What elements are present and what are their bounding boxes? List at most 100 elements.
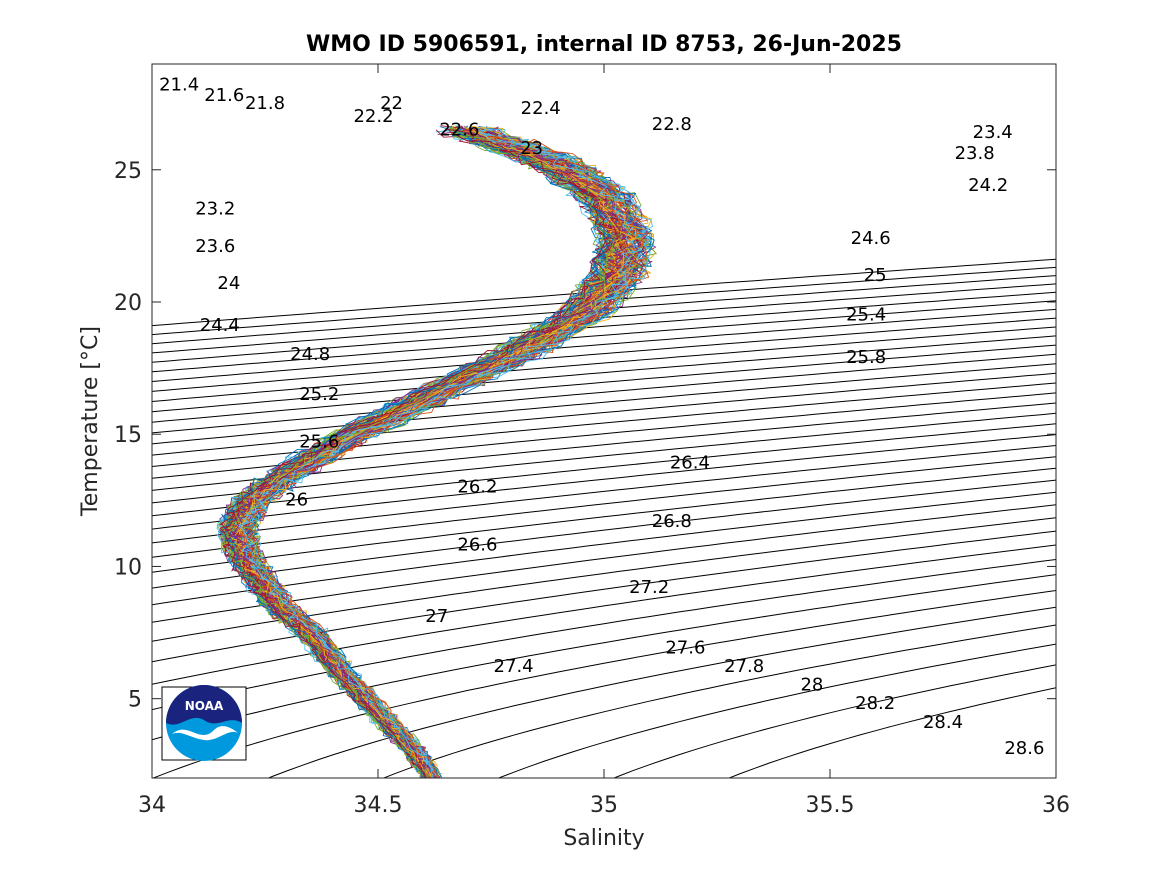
- isopycnal-label: 22.6: [439, 119, 479, 140]
- profile-line: [227, 132, 626, 776]
- profile-line: [225, 125, 626, 778]
- isopycnal-line: [152, 544, 1056, 685]
- isopycnal-label: 27.2: [629, 577, 669, 598]
- isopycnal-label: 23.6: [195, 236, 235, 257]
- profile-line: [234, 127, 639, 778]
- profile-line: [232, 132, 630, 775]
- isopycnal-label: 21.4: [159, 74, 199, 95]
- isopycnal-line: [152, 590, 1056, 778]
- isopycnal-line: [152, 479, 1056, 589]
- profile-line: [238, 132, 641, 778]
- isopycnal-label: 26.4: [670, 453, 710, 474]
- isopycnal-label: 23.8: [955, 143, 995, 164]
- plot-frame: [151, 63, 1057, 779]
- y-tick-label: 20: [114, 291, 142, 316]
- isopycnal-line: [152, 353, 1056, 434]
- x-axis: 34 34.5 35 35.5 36: [138, 64, 1070, 818]
- profile-line: [220, 128, 616, 778]
- isopycnal-label: 27.6: [665, 638, 705, 659]
- profile-line: [233, 127, 633, 778]
- isopycnal-line: [267, 606, 1056, 778]
- isopycnal-label: 21.6: [204, 85, 244, 106]
- profile-line: [230, 131, 629, 778]
- isopycnal-label: 24.8: [290, 344, 330, 365]
- isopycnal-line: [152, 423, 1056, 517]
- logo-text: NOAA: [185, 699, 224, 713]
- profile-line: [228, 125, 631, 777]
- isopycnal-line: [152, 574, 1056, 741]
- profile-line: [228, 126, 628, 777]
- profile-line: [230, 130, 629, 778]
- x-tick-label: 34: [138, 793, 166, 818]
- isopycnal-line: [152, 504, 1056, 623]
- profile-line: [228, 129, 623, 775]
- isopycnal-line: [152, 434, 1056, 530]
- isopycnal-label: 27.8: [724, 656, 764, 677]
- isopycnal-label: 25.6: [299, 431, 339, 452]
- profile-line: [232, 128, 628, 778]
- isopycnal-line: [152, 559, 1056, 711]
- isopycnal-line: [152, 283, 1056, 354]
- chart-title: WMO ID 5906591, internal ID 8753, 26-Jun…: [306, 32, 902, 57]
- isopycnal-label: 27: [425, 606, 448, 627]
- noaa-logo: NOAA: [161, 685, 247, 761]
- profile-line: [229, 130, 631, 778]
- x-tick-label: 35: [590, 793, 618, 818]
- isopycnal-line: [152, 491, 1056, 606]
- isopycnal-line: [152, 335, 1056, 413]
- isopycnal-label: 28.6: [1004, 738, 1044, 759]
- profile-line: [232, 128, 624, 776]
- isopycnal-line: [152, 456, 1056, 558]
- profile-line: [242, 130, 648, 777]
- isopycnal-label: 28.4: [923, 712, 963, 733]
- isopycnal-line: [497, 643, 1056, 778]
- profile-line: [223, 126, 617, 778]
- profile-line: [247, 126, 651, 778]
- isopycnal-label: 27.4: [494, 656, 534, 677]
- profile-line: [233, 131, 628, 778]
- isopycnal-label: 26.2: [457, 476, 497, 497]
- profile-line: [228, 130, 630, 774]
- isopycnal-label: 23: [520, 138, 543, 159]
- profile-line: [232, 130, 638, 778]
- x-tick-label: 36: [1042, 793, 1070, 818]
- logo-top: [166, 685, 242, 725]
- y-tick-label: 25: [114, 159, 142, 184]
- isopycnal-line: [152, 467, 1056, 573]
- y-axis: 5 10 15 20 25: [114, 159, 1056, 713]
- isopycnal-label: 24: [217, 273, 240, 294]
- y-tick-label: 10: [114, 555, 142, 580]
- isopycnal-line: [152, 308, 1056, 382]
- profile-line: [231, 130, 627, 778]
- profile-line: [223, 125, 614, 778]
- isopycnal-label: 26.8: [652, 511, 692, 532]
- isopycnal-line: [727, 687, 1056, 778]
- profile-line: [219, 128, 614, 778]
- profile-line: [225, 129, 615, 778]
- profile-line: [231, 128, 631, 778]
- isopycnal-line: [152, 382, 1056, 467]
- isopycnal-label: 26: [285, 490, 308, 511]
- profile-line: [232, 131, 631, 778]
- profile-line: [227, 128, 628, 776]
- profile-line: [221, 128, 617, 778]
- isopycnal-label: 24.4: [200, 315, 240, 336]
- isopycnal-line: [152, 344, 1056, 423]
- x-tick-label: 35.5: [806, 793, 855, 818]
- profile-line: [219, 130, 617, 776]
- profile-line: [236, 125, 631, 778]
- profile-line: [224, 127, 625, 778]
- x-tick-label: 34.5: [354, 793, 403, 818]
- isopycnal-label: 25.4: [846, 305, 886, 326]
- isopycnal-line: [152, 372, 1056, 456]
- isopycnal-line: [152, 445, 1056, 544]
- y-tick-label: 5: [128, 688, 142, 713]
- profile-line: [229, 131, 626, 778]
- isopycnal-label: 24.6: [851, 228, 891, 249]
- isopycnal-label: 22.8: [652, 114, 692, 135]
- isopycnal-line: [152, 326, 1056, 402]
- profile-line: [224, 125, 615, 778]
- x-axis-label: Salinity: [563, 826, 644, 851]
